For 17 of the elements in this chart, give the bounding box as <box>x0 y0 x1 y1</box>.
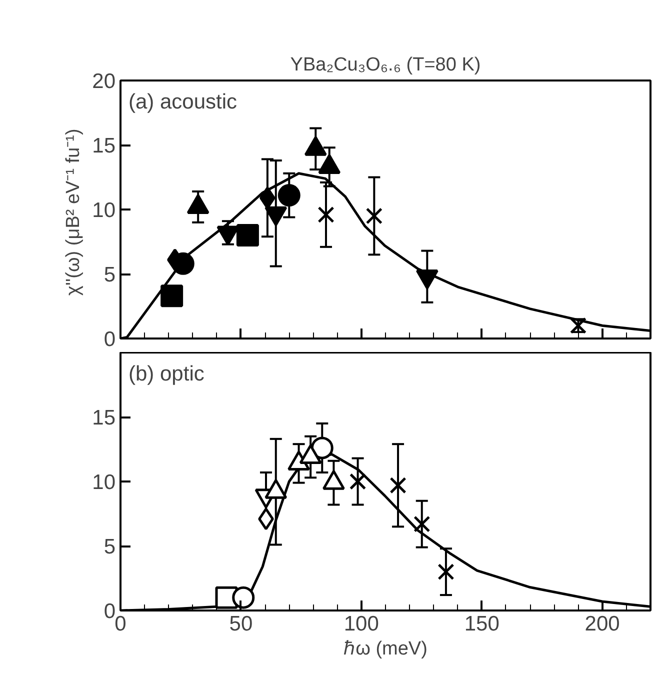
x-tick-label: 200 <box>584 612 620 636</box>
x-tick-label: 50 <box>229 612 253 636</box>
y-tick-label: 15 <box>92 406 116 430</box>
y-axis-title: χ''(ω) (μB² eV⁻¹ fu⁻¹) <box>63 128 84 296</box>
chart-title: YBa₂Cu₃O₆.₆ (T=80 K) <box>290 54 481 76</box>
x-axis-title: ℏω (meV) <box>344 638 428 660</box>
y-tick-label: 20 <box>92 70 116 93</box>
x-tick-label: 100 <box>344 612 379 636</box>
y-tick-label: 5 <box>104 536 116 558</box>
annotation: (a) acoustic <box>128 90 238 114</box>
y-tick-label: 10 <box>92 199 116 222</box>
y-tick-label: 10 <box>92 471 116 494</box>
y-tick-label: 5 <box>104 264 116 286</box>
y-tick-label: 15 <box>92 134 116 158</box>
annotation: (b) optic <box>128 362 204 386</box>
x-tick-label: 150 <box>464 612 500 636</box>
y-tick-label: 0 <box>104 328 116 351</box>
